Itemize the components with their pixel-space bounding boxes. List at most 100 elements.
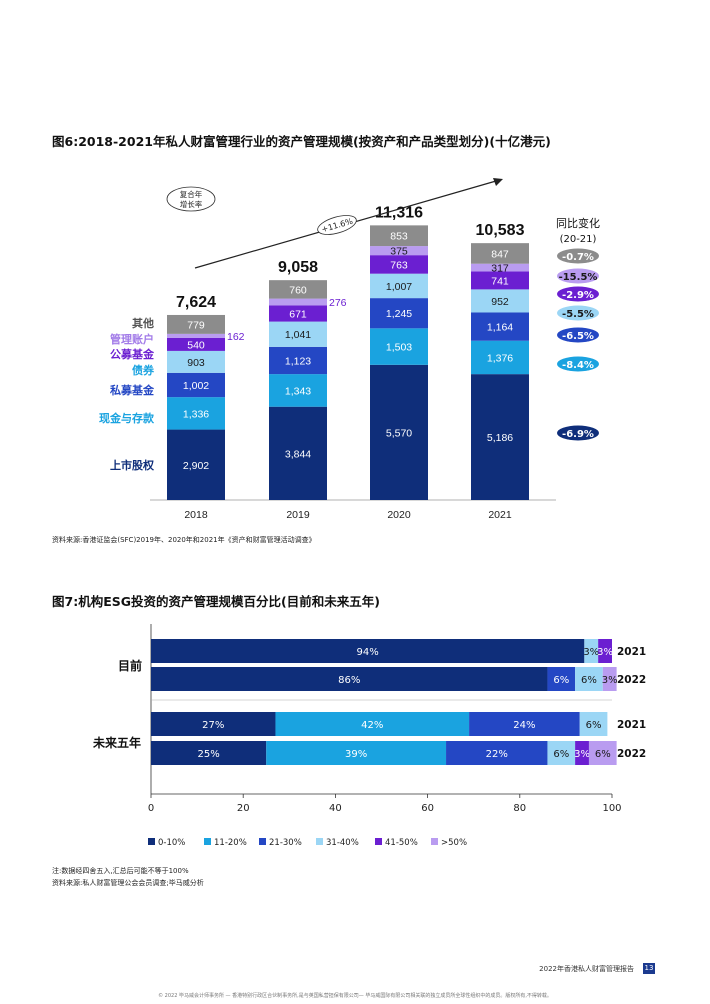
bar-total-label: 9,058	[278, 259, 318, 276]
bar-segment	[269, 280, 327, 299]
yoy-badge-label: -2.9%	[562, 290, 594, 301]
bar-segment	[370, 273, 428, 299]
group-label-future: 未来五年	[92, 735, 141, 750]
legend-swatch	[259, 838, 266, 845]
bar-value-label: 779	[187, 319, 205, 331]
bar-value-label: 763	[390, 259, 408, 271]
bar-value-label: 1,007	[386, 281, 412, 293]
fig7-source: 资料来源:私人财富管理公会会员调查;毕马威分析	[52, 879, 204, 887]
bar-segment	[275, 712, 470, 736]
bar-value-label: 25%	[198, 749, 220, 760]
bar-segment	[151, 741, 267, 765]
bar-value-label: 276	[329, 297, 347, 309]
bar-segment	[471, 243, 529, 264]
asset-stacked-bar-chart: 2,902 1,336 1,002 903 540 162 779 7,624 2018 3,84…	[99, 178, 600, 521]
bar-segment	[167, 429, 225, 500]
bar-segment	[471, 374, 529, 500]
x-tick-label: 2020	[387, 509, 411, 521]
bar-value-label: 39%	[345, 749, 367, 760]
bar-segment	[370, 298, 428, 329]
bar-segment	[167, 397, 225, 430]
bar-value-label: 162	[227, 331, 245, 343]
bar-value-label: 375	[390, 246, 408, 258]
bar-value-label: 3%	[602, 675, 618, 686]
bar-value-label: 1,164	[487, 322, 513, 334]
bar-value-label: 317	[491, 263, 509, 275]
bar-segment	[269, 346, 327, 375]
bar-value-label: 1,336	[183, 408, 209, 420]
yoy-badge	[557, 305, 599, 321]
row-year-label: 2022	[617, 748, 646, 760]
bar-segment	[151, 667, 548, 691]
bar-value-label: 853	[390, 231, 408, 243]
bar-value-label: 671	[289, 308, 307, 320]
row-year-label: 2021	[617, 719, 646, 731]
bar-total-label: 7,624	[176, 294, 216, 311]
legend-swatch	[375, 838, 382, 845]
bar-value-label: 952	[491, 296, 509, 308]
bar-segment	[575, 741, 589, 765]
x-tick-label: 2021	[488, 509, 512, 521]
series-label: 上市股权	[110, 458, 155, 472]
bar-segment	[167, 314, 225, 334]
yoy-subtitle: (20-21)	[560, 234, 597, 245]
yoy-badge-label: -15.5%	[559, 272, 598, 283]
bar-segment	[167, 337, 225, 351]
bar-segment	[269, 374, 327, 407]
bar-segment	[269, 305, 327, 322]
bar-segment	[167, 333, 225, 338]
copyright: © 2022 毕马威会计师事务所 — 香港特别行政区合伙制事务所,是与英国私营担…	[158, 993, 552, 999]
growth-arrow-head	[493, 178, 503, 186]
bar-value-label: 1,343	[285, 385, 311, 397]
bar-segment	[579, 712, 608, 736]
bar-segment	[471, 263, 529, 272]
yoy-title: 同比变化	[556, 216, 600, 230]
legend-swatch	[148, 838, 155, 845]
bar-value-label: 1,002	[183, 380, 209, 392]
yoy-badge-label: -6.5%	[562, 331, 594, 342]
cagr-value-bubble	[317, 215, 357, 235]
bar-value-label: 1,503	[386, 342, 412, 354]
legend-label: >50%	[441, 838, 467, 848]
bar-value-label: 1,041	[285, 329, 311, 341]
yoy-badge	[557, 268, 599, 284]
series-label: 现金与存款	[99, 411, 155, 425]
fig6-title: 图6:2018-2021年私人财富管理行业的资产管理规模(按资产和产品类型划分)…	[52, 134, 551, 149]
yoy-badge-label: -5.5%	[562, 309, 594, 320]
legend-swatch	[204, 838, 211, 845]
bar-value-label: 1,376	[487, 352, 513, 364]
bar-value-label: 42%	[361, 720, 383, 731]
x-tick-label: 60	[421, 803, 434, 814]
bar-value-label: 3%	[597, 647, 613, 658]
fig7-title: 图7:机构ESG投资的资产管理规模百分比(目前和未来五年)	[52, 594, 380, 609]
yoy-badge	[557, 425, 599, 441]
legend-swatch	[316, 838, 323, 845]
bar-value-label: 5,570	[386, 427, 412, 439]
x-tick-label: 80	[513, 803, 526, 814]
bar-segment	[269, 406, 327, 500]
cagr-value-group: +11.6%	[317, 215, 357, 235]
x-tick-label: 2019	[286, 509, 310, 521]
bar-value-label: 1,123	[285, 355, 311, 367]
bar-segment	[547, 667, 576, 691]
bar-segment	[602, 667, 617, 691]
bar-segment	[469, 712, 580, 736]
series-label: 其他	[132, 316, 154, 330]
bar-segment	[151, 712, 276, 736]
bar-segment	[370, 328, 428, 365]
bar-segment	[584, 639, 599, 663]
bar-value-label: 27%	[202, 720, 224, 731]
bar-value-label: 3%	[574, 749, 590, 760]
series-label: 债券	[132, 363, 155, 377]
bar-segment	[266, 741, 447, 765]
legend-swatch	[431, 838, 438, 845]
bar-segment	[588, 741, 617, 765]
bar-segment	[471, 271, 529, 290]
bar-value-label: 94%	[357, 647, 379, 658]
bar-value-label: 741	[491, 275, 509, 287]
bar-segment	[575, 667, 603, 691]
x-tick-label: 40	[329, 803, 342, 814]
bar-segment	[370, 246, 428, 256]
bar-segment	[471, 340, 529, 375]
